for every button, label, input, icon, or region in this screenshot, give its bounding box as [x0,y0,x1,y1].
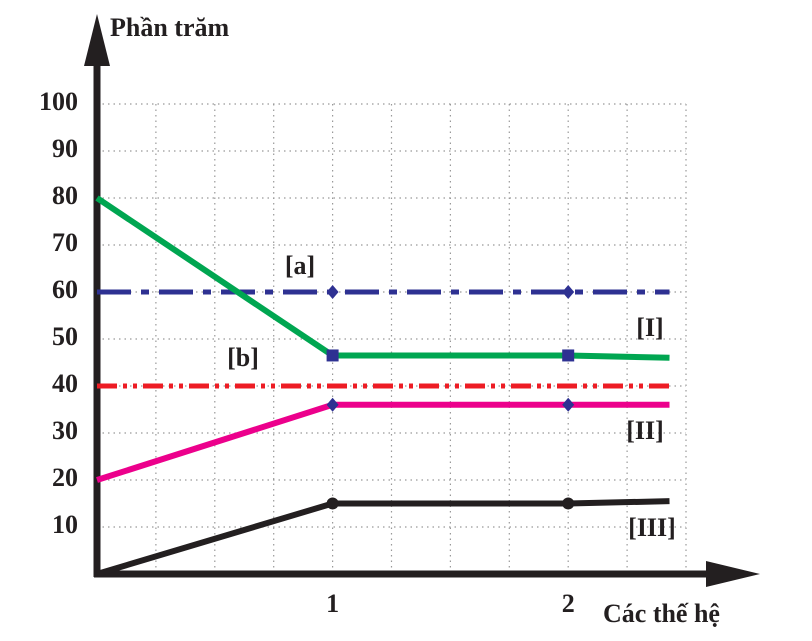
x-tick-label: 2 [562,589,575,618]
series-label: [I] [636,313,663,342]
marker [326,349,339,362]
y-tick-label: 40 [52,369,78,398]
y-tick-label: 100 [39,87,78,116]
y-tick-label: 20 [52,463,78,492]
marker [562,397,575,412]
y-tick-label: 80 [52,181,78,210]
y-tick-label: 10 [52,510,78,539]
y-tick-label: 70 [52,228,78,257]
series-line [96,401,670,483]
marker [326,397,339,412]
x-axis-arrow [706,561,760,587]
series-label: [III] [628,513,676,542]
y-tick-label: 30 [52,416,78,445]
x-axis-title: Các thế hệ [603,599,720,628]
y-axis-title: Phần trăm [110,13,230,42]
marker [326,497,339,510]
series-label: [b] [227,343,259,372]
series-line [95,195,670,361]
marker [562,497,575,510]
y-tick-label: 50 [52,322,78,351]
marker [562,285,575,299]
x-tick-label: 1 [326,589,339,618]
y-tick-label: 90 [52,134,78,163]
series-label: [II] [626,416,664,445]
y-axis-arrow [84,14,110,66]
y-tick-label: 60 [52,275,78,304]
marker [562,349,575,362]
series-label: [a] [285,251,315,280]
series-line [96,498,670,577]
marker [326,285,339,299]
